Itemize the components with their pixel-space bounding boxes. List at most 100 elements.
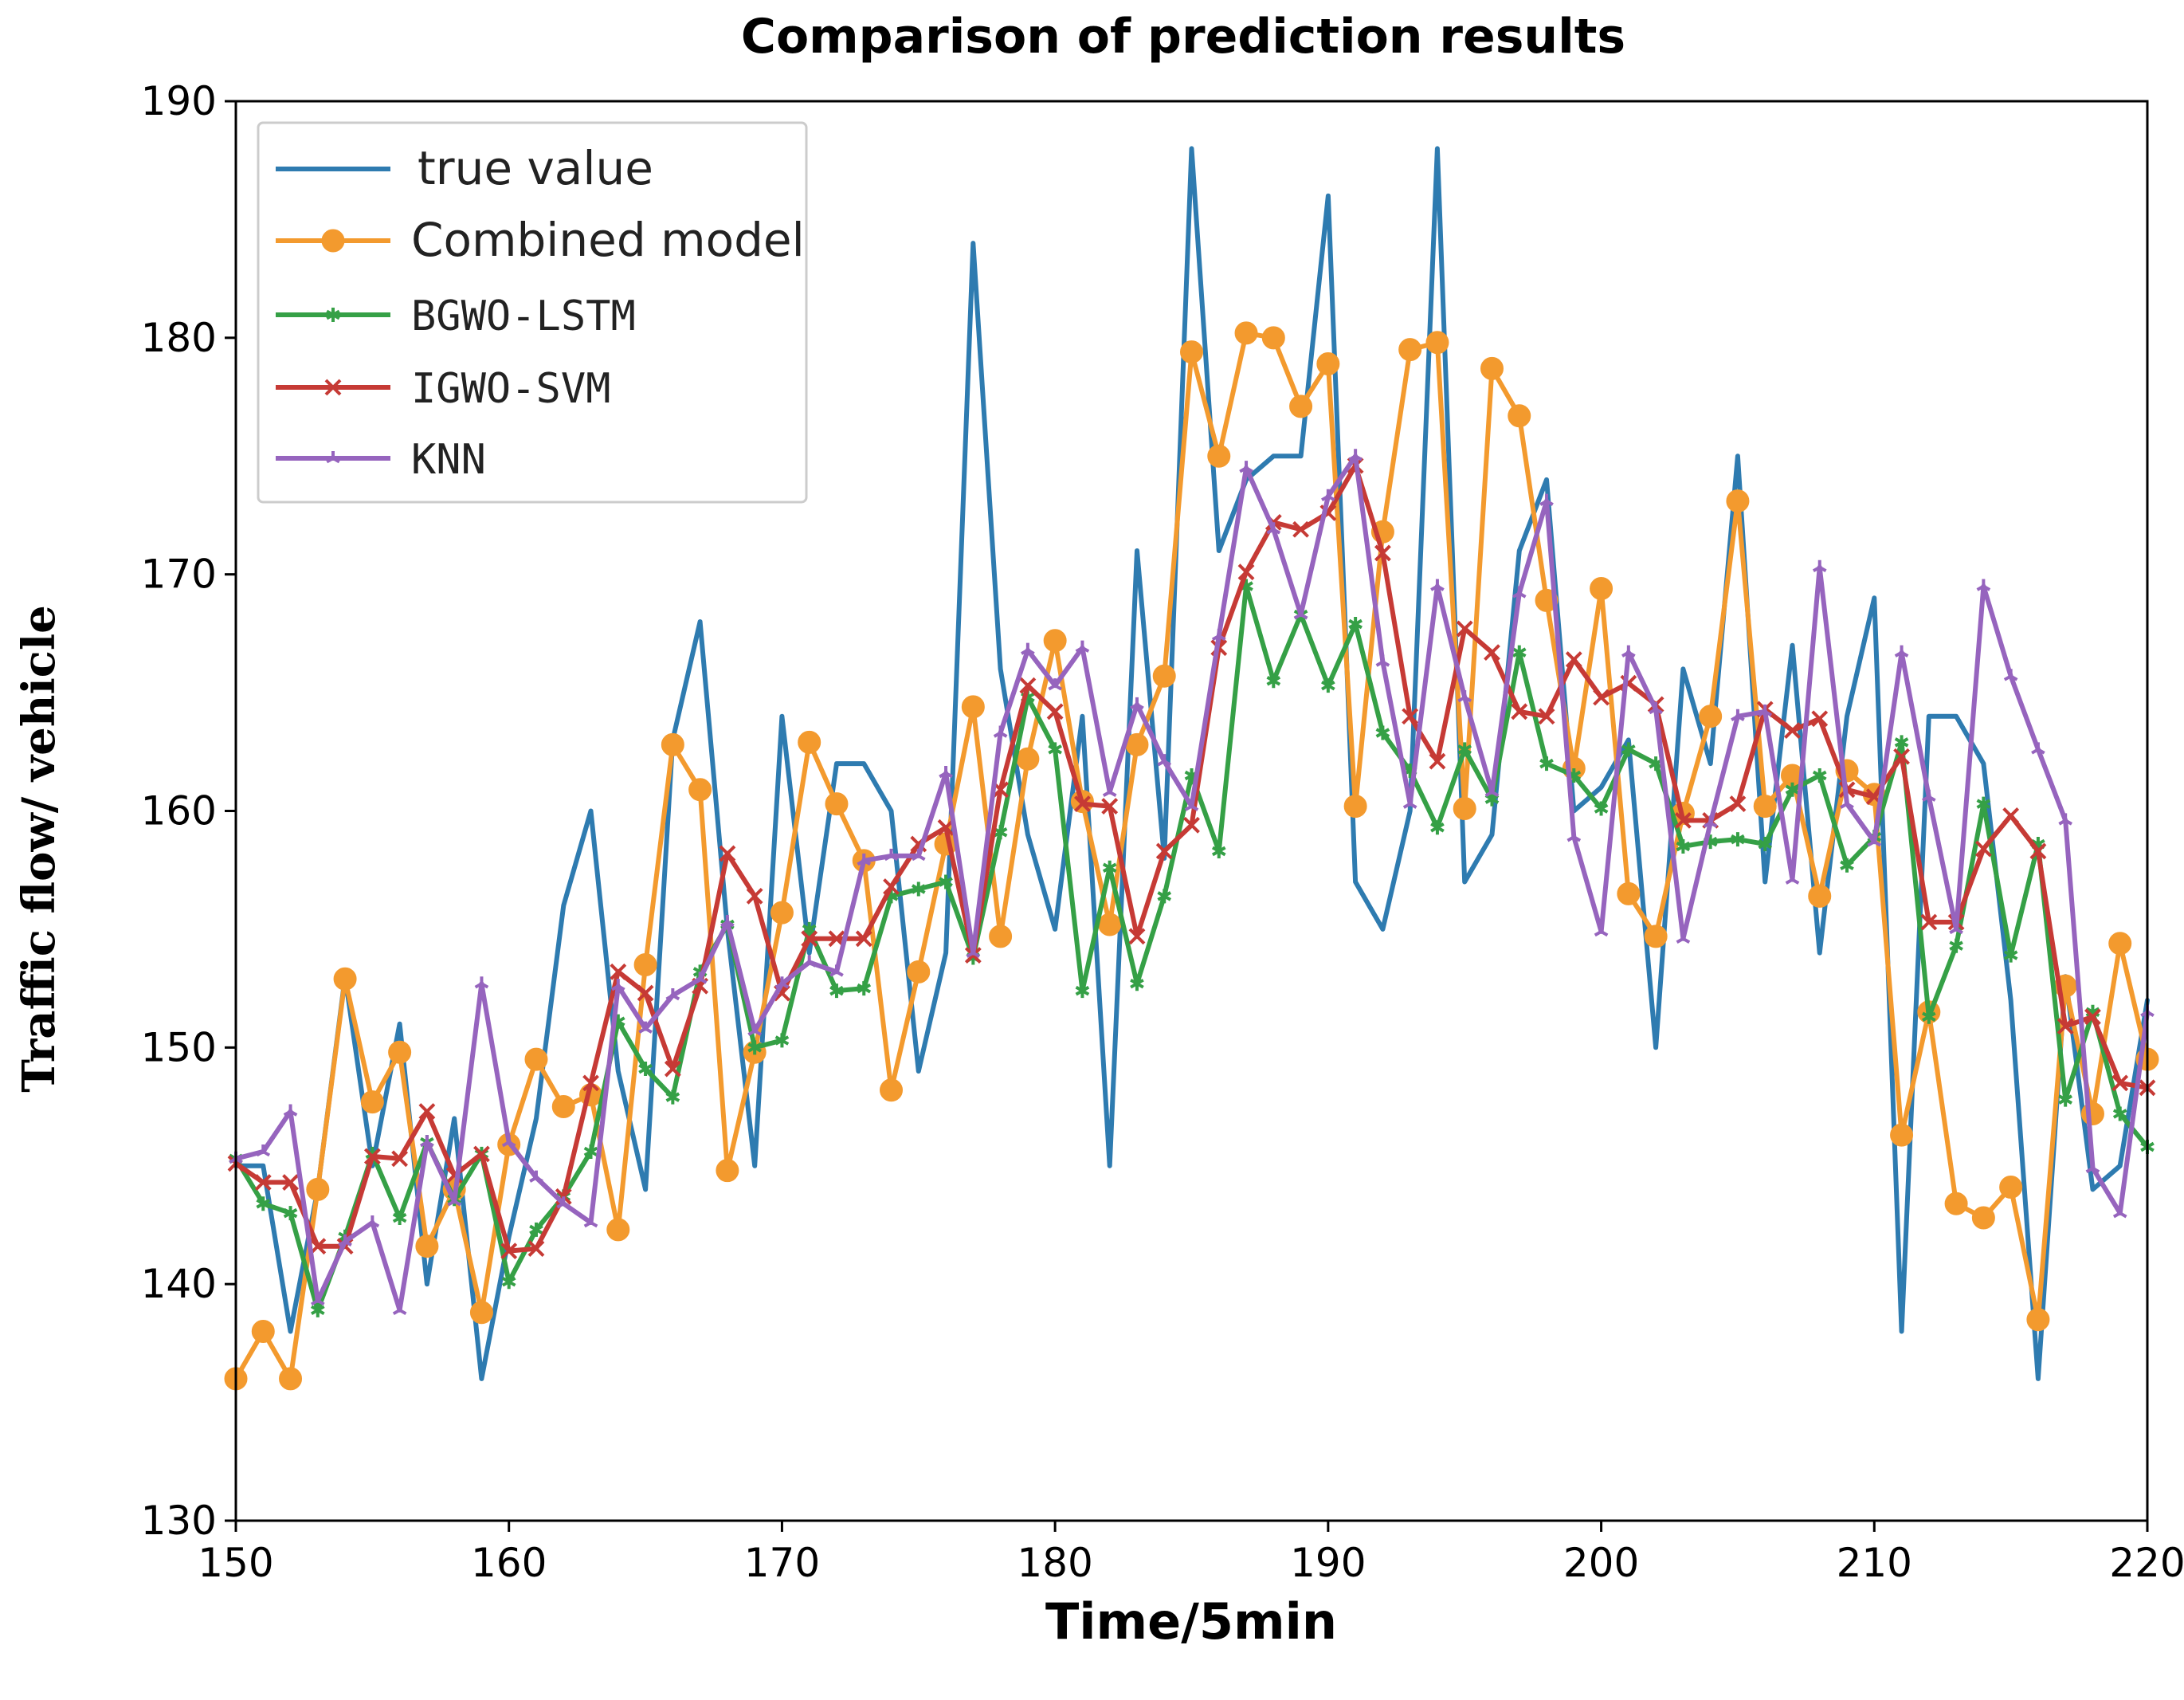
data-point-combined-model	[1999, 1175, 2023, 1199]
data-point-combined-model	[1808, 884, 1832, 908]
data-point-igwo-svm	[2084, 1008, 2101, 1026]
data-point-knn	[2003, 669, 2018, 681]
data-point-bgwo-lstm	[1321, 678, 1335, 693]
data-point-knn	[474, 976, 489, 989]
data-point-igwo-svm	[883, 878, 900, 895]
data-point-knn	[420, 1135, 434, 1148]
data-point-bgwo-lstm	[1594, 801, 1609, 816]
data-point-knn	[857, 853, 872, 866]
legend-label: KNN	[411, 436, 486, 484]
x-tick-label: 200	[1563, 1540, 1639, 1586]
data-point-knn	[365, 1215, 380, 1228]
legend-label: BGWO-LSTM	[411, 292, 636, 340]
data-point-knn	[2112, 1206, 2127, 1219]
data-point-bgwo-lstm	[1457, 742, 1472, 757]
data-point-knn	[1512, 586, 1527, 599]
data-point-igwo-svm	[2057, 1018, 2074, 1035]
data-point-igwo-svm	[1674, 811, 1692, 829]
data-point-bgwo-lstm	[1430, 820, 1445, 835]
data-point-igwo-svm	[2002, 807, 2020, 824]
x-tick-label: 210	[1837, 1540, 1912, 1586]
data-point-knn	[665, 988, 680, 1001]
data-point-igwo-svm	[664, 1060, 681, 1078]
data-point-bgwo-lstm	[1266, 673, 1281, 689]
data-point-knn	[1157, 754, 1172, 767]
data-point-knn	[610, 979, 625, 991]
legend-marker	[326, 451, 340, 464]
data-point-igwo-svm	[746, 887, 763, 905]
data-point-combined-model	[1234, 321, 1258, 345]
data-point-igwo-svm	[1784, 722, 1801, 739]
data-point-combined-model	[1289, 395, 1313, 418]
data-point-bgwo-lstm	[583, 1144, 598, 1159]
data-point-knn	[310, 1293, 325, 1306]
data-point-bgwo-lstm	[829, 983, 844, 999]
data-point-bgwo-lstm	[1102, 860, 1117, 875]
y-tick-label: 190	[141, 78, 217, 124]
data-point-igwo-svm	[1073, 795, 1091, 813]
y-tick-label: 130	[141, 1498, 217, 1544]
data-point-combined-model	[1016, 747, 1040, 771]
data-point-knn	[1184, 799, 1199, 811]
legend-item-bgwo-lstm: BGWO-LSTM	[276, 292, 636, 340]
data-point-igwo-svm	[1429, 752, 1446, 770]
data-point-igwo-svm	[1593, 689, 1610, 706]
data-point-knn	[1348, 449, 1363, 461]
data-point-combined-model	[1944, 1192, 1968, 1215]
data-point-bgwo-lstm	[1539, 756, 1554, 771]
data-point-combined-model	[279, 1367, 303, 1391]
data-point-combined-model	[1971, 1206, 1995, 1230]
data-point-igwo-svm	[500, 1243, 518, 1260]
data-point-knn	[1321, 489, 1335, 501]
data-point-igwo-svm	[582, 1074, 599, 1092]
data-point-knn	[1211, 628, 1226, 642]
data-point-combined-model	[306, 1177, 330, 1201]
data-point-knn	[529, 1170, 543, 1183]
data-point-knn	[1239, 461, 1253, 473]
data-point-bgwo-lstm	[2112, 1106, 2127, 1121]
data-point-igwo-svm	[254, 1174, 272, 1191]
data-point-combined-model	[1043, 629, 1067, 653]
data-point-bgwo-lstm	[993, 825, 1008, 840]
data-point-bgwo-lstm	[1676, 839, 1691, 854]
data-point-knn	[1566, 830, 1582, 842]
data-point-knn	[1048, 678, 1062, 691]
data-point-igwo-svm	[418, 1103, 436, 1120]
data-point-knn	[1075, 640, 1090, 653]
data-point-igwo-svm	[1128, 928, 1146, 945]
data-point-knn	[966, 945, 981, 958]
data-point-knn	[1867, 834, 1882, 847]
data-point-bgwo-lstm	[1211, 843, 1226, 858]
data-point-knn	[1266, 522, 1281, 535]
data-point-knn	[556, 1196, 571, 1209]
data-point-combined-model	[907, 960, 931, 983]
data-point-combined-model	[388, 1040, 412, 1064]
data-point-bgwo-lstm	[1840, 858, 1854, 873]
data-point-bgwo-lstm	[939, 874, 953, 889]
data-point-knn	[911, 848, 926, 862]
x-tick-label: 180	[1017, 1540, 1092, 1586]
data-point-bgwo-lstm	[1922, 1009, 1936, 1024]
data-point-knn	[884, 848, 899, 862]
data-point-combined-model	[1261, 326, 1285, 350]
y-tick-label: 140	[141, 1261, 217, 1307]
data-point-igwo-svm	[391, 1150, 409, 1168]
data-point-combined-model	[661, 732, 684, 756]
data-point-combined-model	[469, 1301, 493, 1325]
data-point-combined-model	[770, 901, 794, 925]
data-point-combined-model	[2108, 932, 2132, 956]
data-point-bgwo-lstm	[1512, 645, 1527, 660]
data-point-bgwo-lstm	[857, 981, 872, 996]
data-point-knn	[283, 1104, 298, 1117]
data-point-knn	[774, 976, 790, 989]
data-point-combined-model	[1425, 331, 1449, 355]
y-tick-label: 160	[141, 788, 217, 834]
data-point-bgwo-lstm	[1048, 742, 1062, 757]
data-point-combined-model	[1152, 664, 1176, 688]
data-point-bgwo-lstm	[1785, 782, 1800, 797]
data-point-igwo-svm	[363, 1148, 381, 1165]
data-point-combined-model	[1316, 351, 1340, 375]
data-point-igwo-svm	[1511, 703, 1528, 720]
series-true-value	[233, 146, 2150, 1381]
data-point-bgwo-lstm	[1621, 742, 1636, 757]
